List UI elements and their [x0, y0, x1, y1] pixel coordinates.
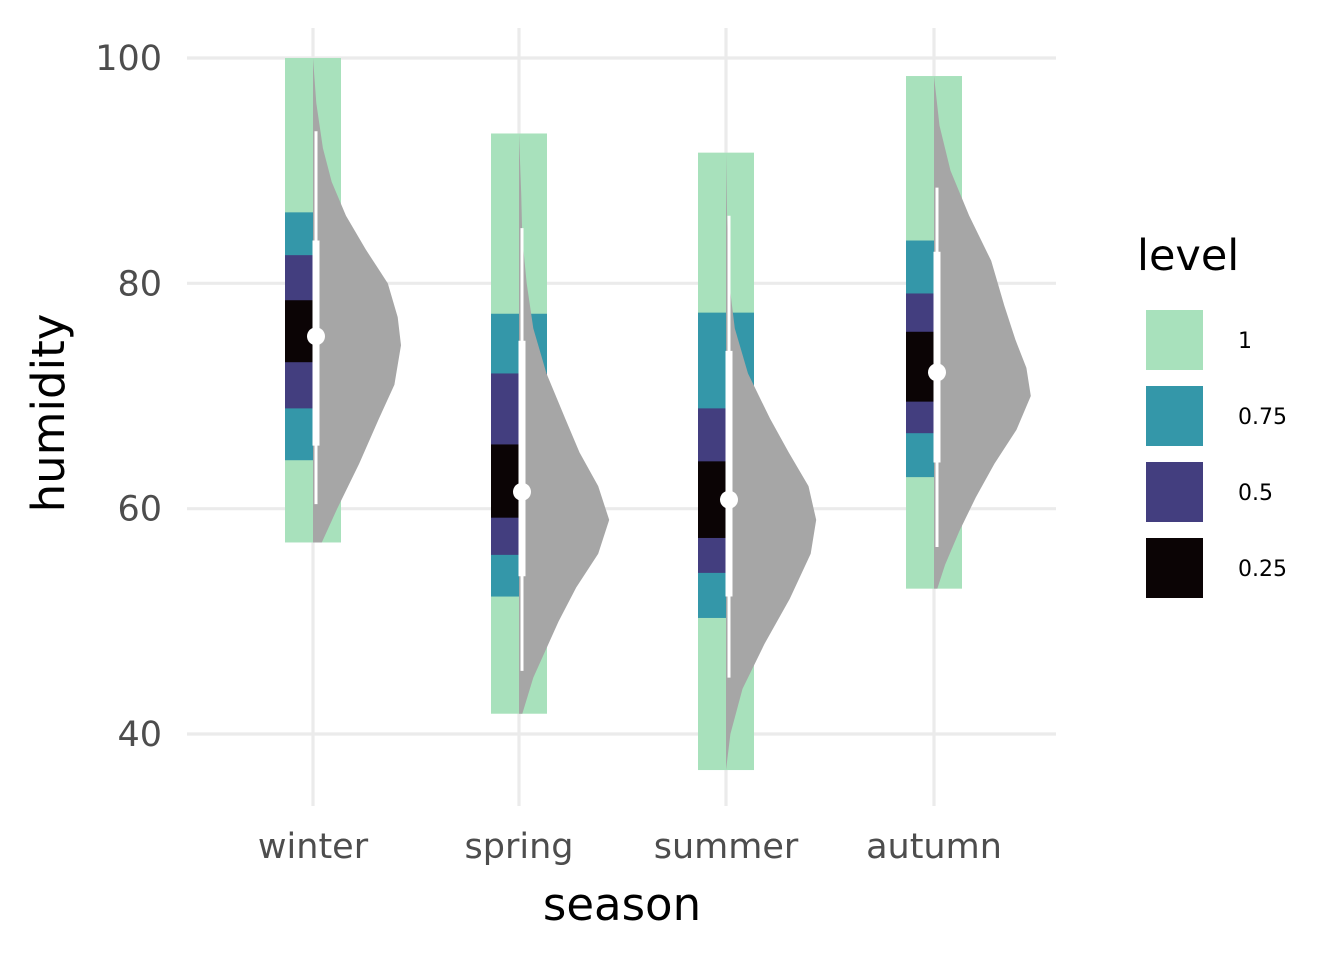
y-tick-label: 100 — [95, 39, 162, 79]
density-autumn — [934, 76, 1031, 589]
median-point — [720, 490, 738, 509]
y-tick-labels: 40 60 80 100 — [95, 39, 162, 755]
legend-label: 0.5 — [1238, 481, 1273, 506]
y-axis-title: humidity — [22, 314, 75, 513]
legend-label: 0.75 — [1238, 405, 1287, 430]
legend-title: level — [1137, 231, 1239, 281]
legend-items: 1 0.75 0.5 0.25 — [1146, 310, 1287, 598]
y-tick-label: 80 — [117, 264, 162, 304]
median-point — [307, 327, 325, 346]
x-tick-label: summer — [654, 827, 799, 867]
legend-key — [1146, 310, 1203, 370]
median-point — [928, 363, 946, 382]
legend-key — [1146, 462, 1203, 522]
density-summer — [726, 152, 817, 771]
median-point — [513, 482, 531, 501]
x-tick-label: autumn — [866, 827, 1002, 867]
density-winter — [313, 58, 401, 543]
legend-label: 1 — [1238, 329, 1252, 354]
legend: level 1 0.75 0.5 0.25 — [1137, 231, 1287, 598]
legend-label: 0.25 — [1238, 557, 1287, 582]
plot-panel — [285, 58, 1031, 771]
density-spring — [519, 133, 610, 714]
y-tick-label: 40 — [117, 715, 162, 755]
x-tick-label: winter — [258, 827, 369, 867]
x-tick-labels: winter spring summer autumn — [258, 827, 1002, 867]
x-tick-label: spring — [465, 827, 574, 867]
legend-key — [1146, 386, 1203, 446]
y-tick-label: 60 — [117, 490, 162, 530]
legend-key — [1146, 538, 1203, 598]
x-axis-title: season — [543, 878, 701, 931]
